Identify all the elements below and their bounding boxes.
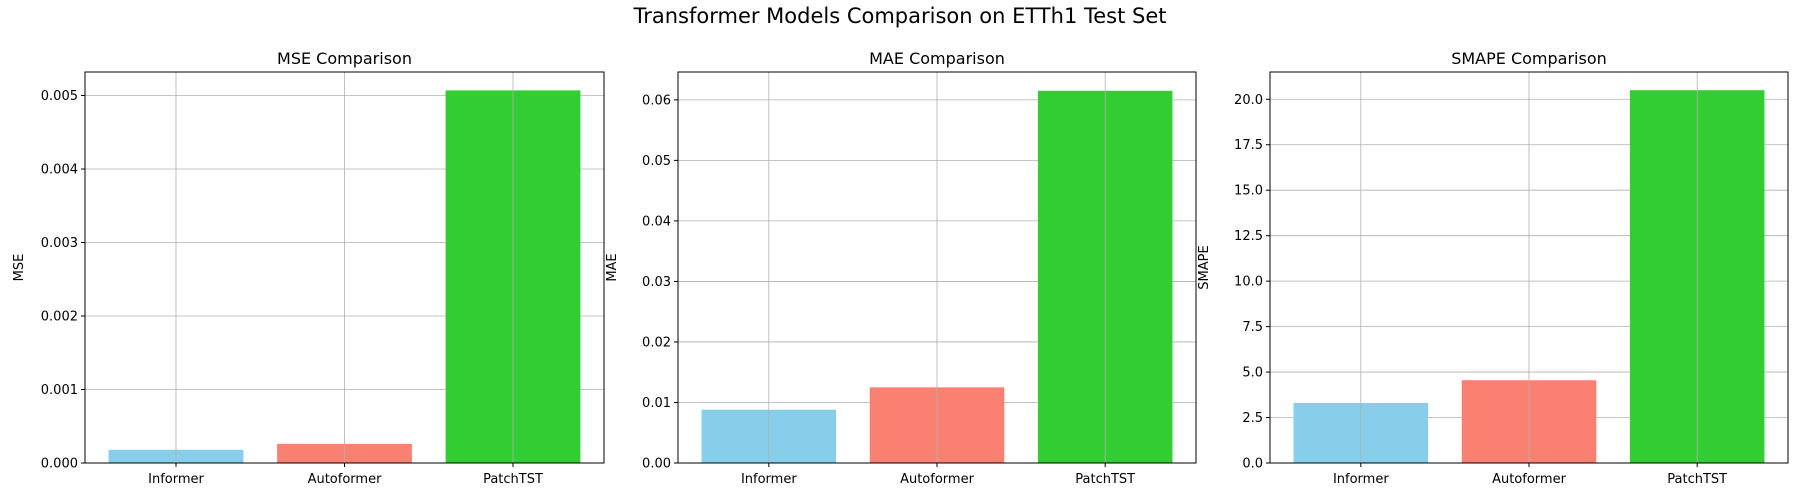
y-tick-label: 2.5 [1242, 411, 1263, 426]
chart-title: MSE Comparison [277, 49, 412, 68]
y-tick-label: 0.001 [41, 383, 78, 398]
chart-panel-2: 0.00 0.01 0.02 0.03 0.04 0.05 0.06 Informer Auto… [605, 49, 1197, 487]
y-tick-label: 7.5 [1242, 320, 1263, 335]
y-tick-label: 0.005 [41, 89, 78, 104]
x-tick-label: Autoformer [1492, 472, 1566, 487]
y-tick-label: 0.004 [41, 163, 78, 178]
chart-panel-1: 0.000 0.001 0.002 0.003 0.004 0.005 Informer Au… [12, 49, 605, 487]
y-tick-label: 0.05 [642, 154, 671, 169]
chart-title: MAE Comparison [869, 49, 1005, 68]
figure-title: Transformer Models Comparison on ETTh1 T… [633, 4, 1167, 28]
y-tick-label: 0.003 [41, 236, 78, 251]
y-tick-label: 0.01 [642, 396, 671, 411]
y-tick-label: 0.02 [642, 335, 671, 350]
y-tick-label: 20.0 [1234, 93, 1263, 108]
y-axis-label: MSE [12, 254, 27, 282]
x-tick-label: Informer [148, 472, 204, 487]
x-tick-label: PatchTST [483, 472, 543, 487]
y-tick-label: 0.03 [642, 275, 671, 290]
x-tick-label: Informer [1333, 472, 1389, 487]
x-tick-label: Informer [741, 472, 797, 487]
y-tick-label: 0.002 [41, 310, 78, 325]
chart-title: SMAPE Comparison [1451, 49, 1607, 68]
y-tick-label: 12.5 [1234, 229, 1263, 244]
chart-panel-3: 0.0 2.5 5.0 7.5 10.0 12.5 15.0 17.5 20.0 Informer… [1197, 49, 1789, 487]
x-tick-label: PatchTST [1075, 472, 1135, 487]
y-tick-label: 15.0 [1234, 184, 1263, 199]
x-tick-label: PatchTST [1667, 472, 1727, 487]
y-axis-label: MAE [605, 253, 620, 281]
x-tick-label: Autoformer [900, 472, 974, 487]
y-tick-label: 0.000 [41, 457, 78, 472]
y-tick-label: 0.0 [1242, 457, 1263, 472]
y-tick-label: 0.04 [642, 214, 671, 229]
y-tick-label: 17.5 [1234, 138, 1263, 153]
y-tick-label: 5.0 [1242, 366, 1263, 381]
y-tick-label: 10.0 [1234, 275, 1263, 290]
x-tick-label: Autoformer [308, 472, 382, 487]
y-axis-label: SMAPE [1197, 245, 1212, 289]
y-tick-label: 0.06 [642, 93, 671, 108]
y-tick-label: 0.00 [642, 457, 671, 472]
